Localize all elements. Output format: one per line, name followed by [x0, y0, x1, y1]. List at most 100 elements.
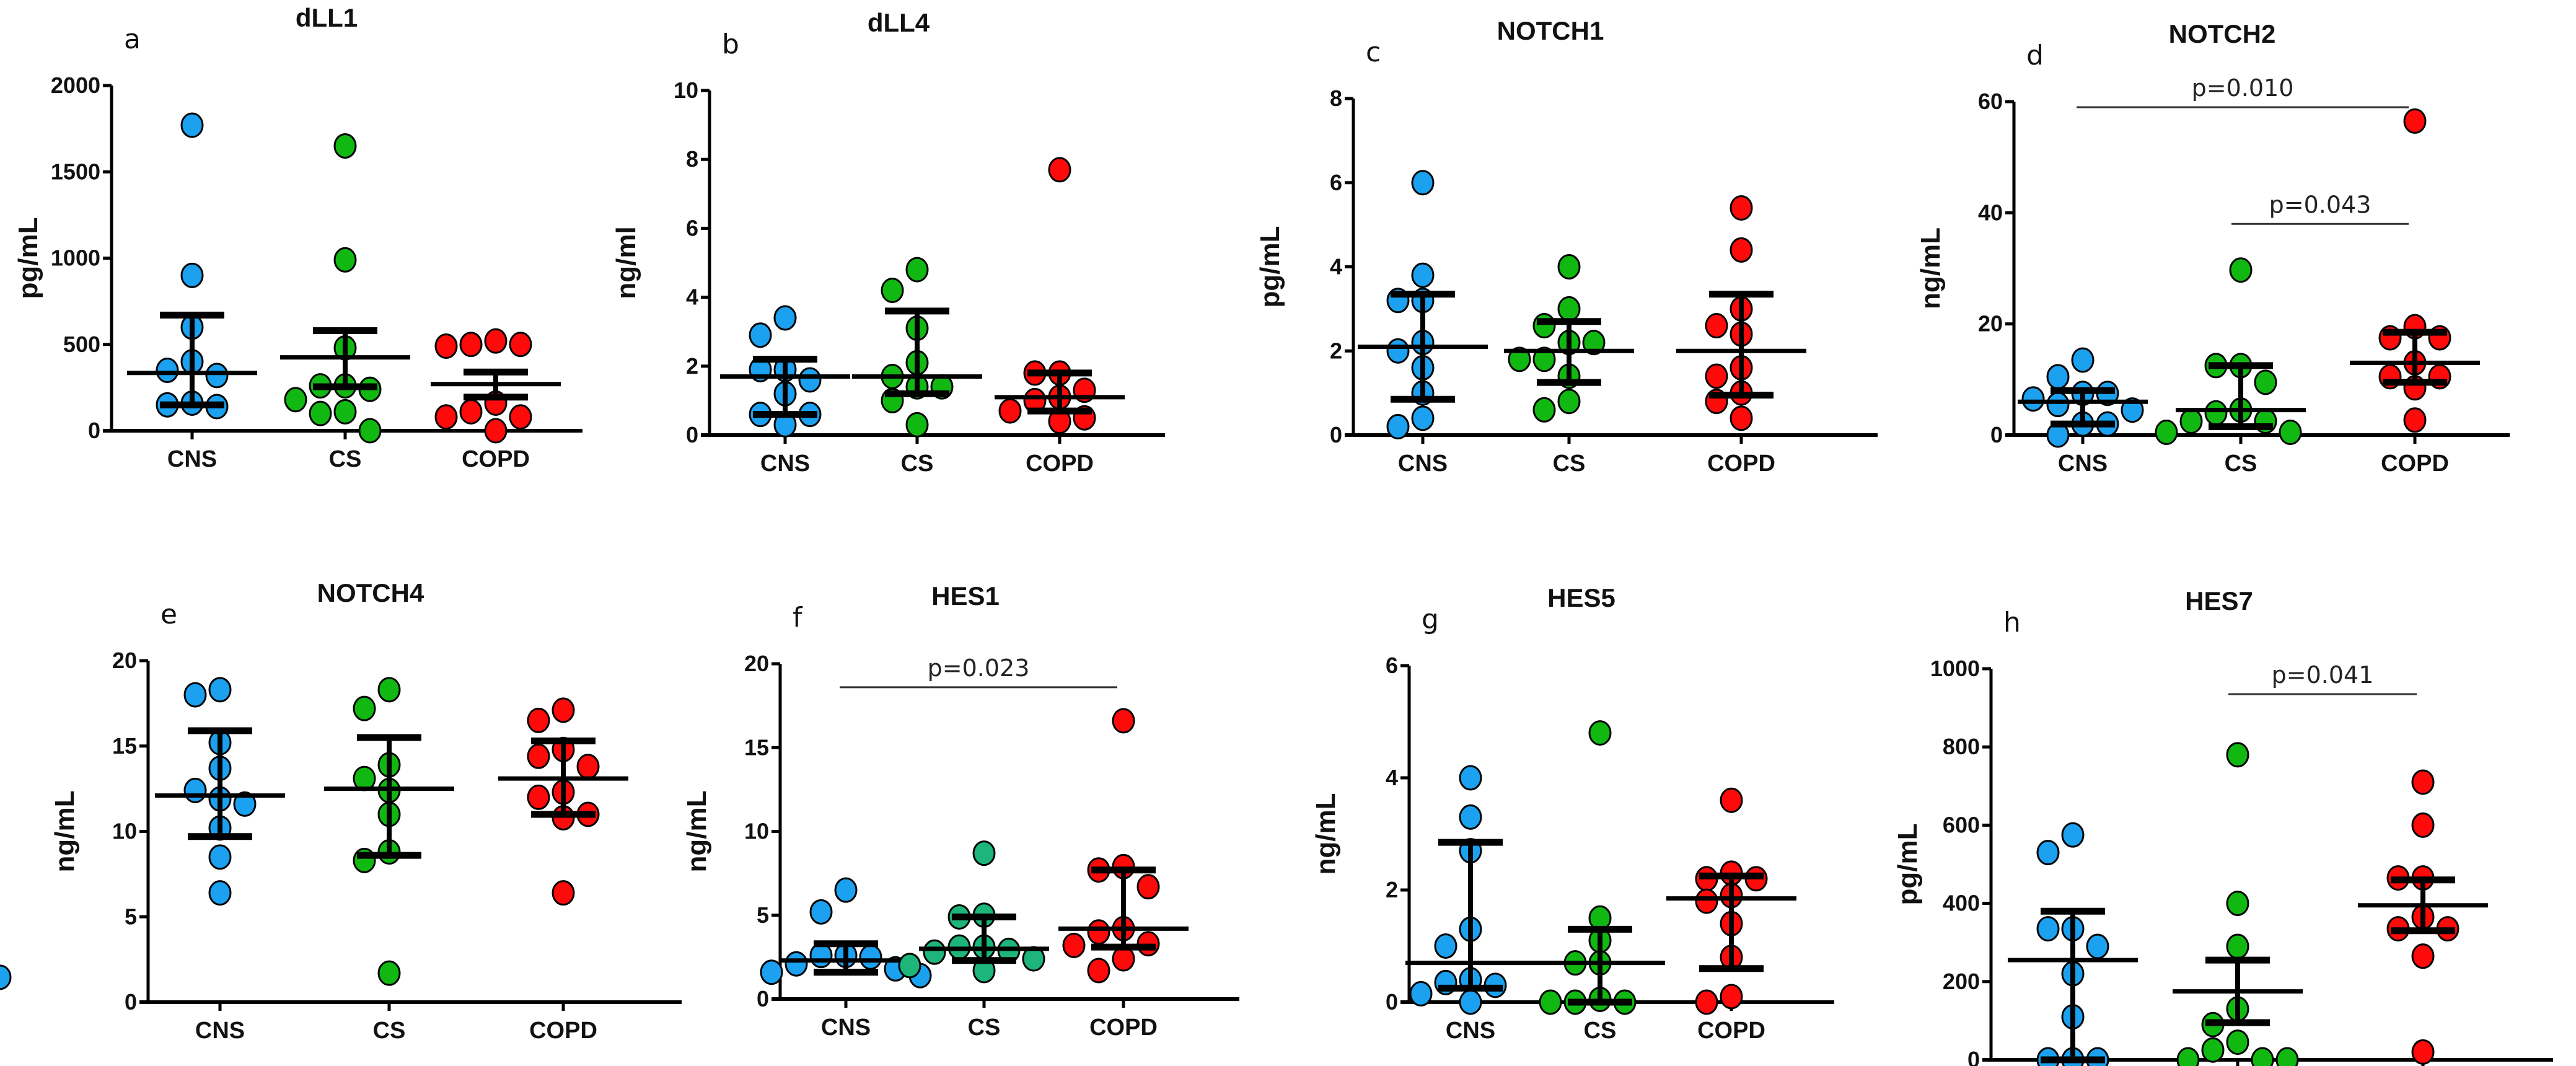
y-tick-label: 600: [1943, 812, 1980, 837]
data-point-cs: [1582, 330, 1606, 356]
data-point-cns: [859, 944, 882, 970]
y-axis-label: ng/mL: [682, 791, 712, 873]
x-tick-label-cns: CNS: [821, 1015, 871, 1041]
y-tick-label: 200: [1943, 969, 1980, 994]
panel-letter: d: [2026, 40, 2044, 71]
y-tick-label: 1500: [51, 159, 100, 184]
data-point-cs: [2226, 742, 2249, 768]
panel-title: HES7: [2185, 586, 2253, 615]
data-point-cs: [2226, 891, 2249, 917]
y-tick-label: 15: [744, 734, 769, 760]
data-point-copd: [459, 399, 483, 425]
y-tick-label: 15: [112, 733, 137, 759]
x-tick-label-copd: COPD: [462, 446, 530, 472]
panel-letter: a: [124, 24, 141, 55]
panel-title: HES5: [1547, 583, 1615, 612]
x-tick-label-cs: CS: [901, 451, 934, 477]
data-point-cns: [2086, 933, 2109, 959]
x-tick-label-cs: CS: [1553, 451, 1586, 477]
data-point-copd: [2411, 769, 2435, 795]
x-tick-label-cns: CNS: [195, 1018, 245, 1044]
data-point-cns: [183, 682, 207, 708]
y-tick-label: 2: [1330, 338, 1342, 363]
data-point-cns: [156, 358, 179, 384]
panel-letter: b: [722, 29, 739, 60]
y-tick-label: 5: [125, 904, 137, 929]
data-point-cns: [749, 322, 772, 348]
y-tick-label: 8: [1330, 86, 1342, 111]
data-point-cns: [1411, 170, 1435, 196]
data-point-cns: [233, 791, 257, 817]
data-point-cs: [2179, 408, 2203, 434]
data-point-copd: [1087, 919, 1110, 945]
data-point-copd: [434, 333, 458, 359]
data-point-cns: [2071, 347, 2095, 373]
data-point-copd: [1087, 958, 1110, 984]
x-tick-label-cs: CS: [1584, 1018, 1617, 1044]
data-point-cs: [377, 960, 401, 986]
data-point-copd: [1720, 787, 1743, 813]
data-point-cns: [1459, 765, 1482, 791]
y-tick-label: 0: [757, 986, 769, 1011]
y-tick-label: 0: [1967, 1047, 1980, 1066]
y-tick-label: 800: [1943, 734, 1980, 759]
data-point-cs: [358, 418, 382, 444]
data-point-copd: [1695, 888, 1718, 914]
y-tick-label: 10: [744, 819, 769, 844]
data-point-cs: [333, 399, 357, 425]
data-point-cs: [2254, 369, 2277, 395]
data-point-copd: [527, 707, 550, 733]
y-tick-label: 4: [1330, 254, 1342, 280]
x-tick-label-copd: COPD: [529, 1018, 597, 1044]
panel-title: dLL4: [868, 8, 930, 37]
data-point-cns: [1459, 989, 1482, 1015]
panel-a: a dLL1 pg/mL 0 500 1000 1500 2000 CNS CS COPD: [13, 3, 582, 472]
data-point-cs: [1557, 296, 1581, 322]
data-point-cns: [2121, 397, 2144, 423]
y-tick-label: 10: [112, 819, 137, 844]
y-tick-label: 2: [1386, 877, 1398, 902]
p-value-label: p=0.043: [2269, 191, 2372, 218]
data-point-cs: [2226, 1029, 2249, 1055]
data-point-cs: [2226, 933, 2249, 959]
data-point-cs: [881, 277, 904, 303]
data-point-cns: [1434, 933, 1457, 959]
x-tick-label-copd: COPD: [1089, 1015, 1158, 1041]
x-tick-label-cs: CS: [373, 1018, 406, 1044]
data-point-cs: [2204, 400, 2228, 426]
y-tick-label: 0: [1990, 422, 2003, 447]
data-point-cns: [0, 964, 12, 990]
panel-b: b dLL4 ng/ml 0 2 4 6 8 10 CNS CS COPD: [611, 8, 1165, 477]
x-tick-label-cs: CS: [968, 1015, 1001, 1041]
data-point-cs: [1557, 254, 1581, 280]
x-tick-label-cns: CNS: [2058, 451, 2108, 477]
x-tick-label-copd: COPD: [1697, 1018, 1765, 1044]
data-point-cns: [2021, 386, 2045, 412]
data-point-cns: [180, 262, 204, 288]
data-point-cs: [1532, 346, 1556, 372]
y-axis-label: pg/mL: [1892, 824, 1923, 905]
data-point-cns: [208, 677, 232, 703]
y-tick-label: 20: [744, 651, 769, 676]
data-point-cs: [333, 133, 357, 159]
y-tick-label: 500: [63, 332, 100, 357]
data-point-cns: [1386, 413, 1410, 439]
y-axis-label: ng/mL: [1311, 793, 1341, 875]
y-tick-label: 0: [1386, 989, 1398, 1015]
panel-letter: e: [160, 599, 177, 630]
data-point-copd: [552, 880, 575, 906]
data-point-copd: [1730, 195, 1753, 221]
panel-title: NOTCH2: [2169, 19, 2276, 48]
data-point-cns: [1386, 338, 1410, 364]
data-point-cs: [2201, 1037, 2225, 1063]
y-tick-label: 0: [1330, 422, 1342, 447]
data-point-copd: [1048, 157, 1071, 183]
x-tick-label-copd: COPD: [1026, 451, 1094, 477]
data-point-copd: [1705, 363, 1728, 389]
data-point-copd: [434, 404, 458, 430]
panel-title: NOTCH1: [1497, 16, 1604, 45]
data-point-copd: [484, 418, 508, 444]
data-point-cs: [309, 400, 332, 426]
y-tick-label: 0: [686, 422, 698, 447]
panel-title: HES1: [931, 581, 1000, 610]
